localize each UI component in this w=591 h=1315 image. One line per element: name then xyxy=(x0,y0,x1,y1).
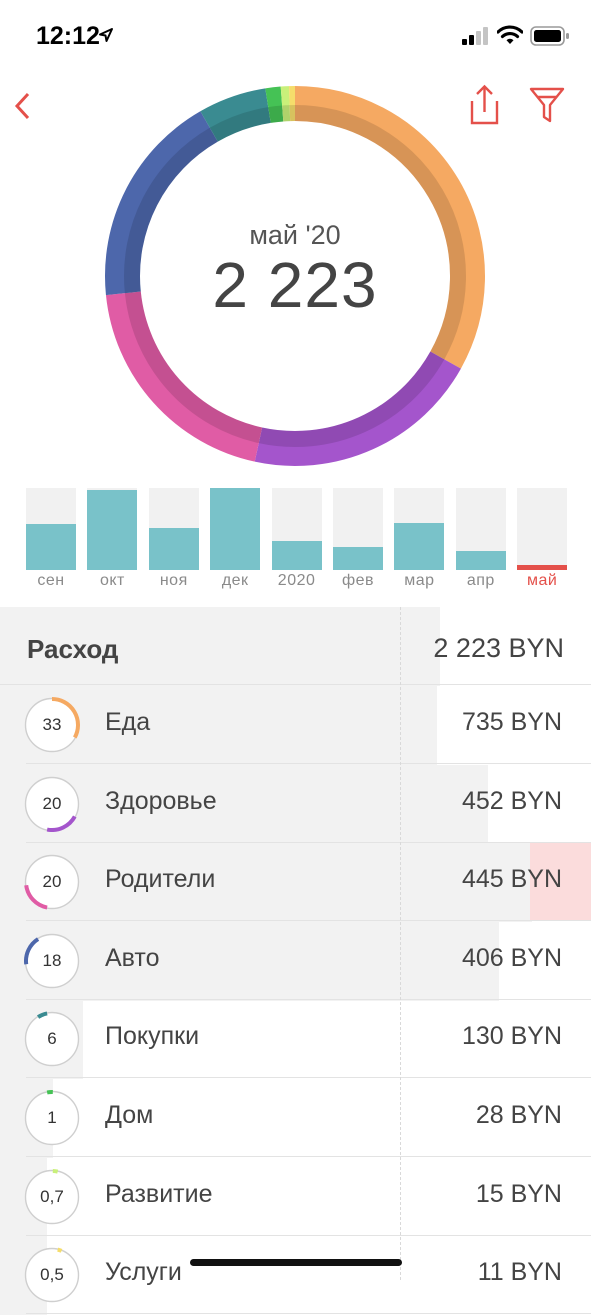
category-percent: 1 xyxy=(24,1090,80,1146)
filter-button[interactable] xyxy=(528,86,566,124)
category-name: Еда xyxy=(105,708,150,737)
month-bar-fill xyxy=(149,528,199,570)
category-row[interactable]: 18 Авто 406 BYN xyxy=(0,922,591,1000)
row-divider xyxy=(26,1313,591,1314)
category-amount: 452 BYN xyxy=(462,787,562,816)
category-amount: 15 BYN xyxy=(476,1180,562,1209)
month-bar-fill xyxy=(87,490,137,570)
month-label: мар xyxy=(388,572,450,590)
month-bar-2[interactable]: ноя xyxy=(149,488,199,598)
category-name: Родители xyxy=(105,865,215,894)
month-bar-fill xyxy=(272,541,322,570)
category-name: Дом xyxy=(105,1101,153,1130)
category-row[interactable]: 6 Покупки 130 BYN xyxy=(0,1000,591,1078)
wifi-icon xyxy=(497,24,523,46)
total-amount: 2 223 xyxy=(165,248,425,322)
donut-segment-outer[interactable] xyxy=(267,97,282,99)
category-percent: 0,7 xyxy=(24,1169,80,1225)
month-bar-fill xyxy=(26,524,76,570)
cellular-signal-icon xyxy=(462,27,490,45)
month-bar-7[interactable]: апр xyxy=(456,488,506,598)
row-divider xyxy=(0,684,591,685)
month-bar-6[interactable]: мар xyxy=(394,488,444,598)
month-bar-0[interactable]: сен xyxy=(26,488,76,598)
status-bar: 12:12 xyxy=(0,0,591,74)
category-row[interactable]: 33 Еда 735 BYN xyxy=(0,686,591,764)
home-indicator[interactable] xyxy=(190,1259,402,1266)
location-arrow-icon xyxy=(98,27,114,43)
expense-table: Расход 2 223 BYN 33 Еда 735 BYN 20 Здоровье 4… xyxy=(0,607,591,1280)
month-bar-fill xyxy=(517,565,567,570)
battery-icon xyxy=(530,26,570,46)
category-name: Услуги xyxy=(105,1258,182,1287)
month-label: апр xyxy=(450,572,512,590)
category-amount: 11 BYN xyxy=(478,1258,562,1287)
month-label: май xyxy=(511,572,573,590)
category-percent: 33 xyxy=(24,697,80,753)
month-bar-4[interactable]: 2020 xyxy=(272,488,322,598)
month-bar-5[interactable]: фев xyxy=(333,488,383,598)
category-row[interactable]: 1 Дом 28 BYN xyxy=(0,1079,591,1157)
donut-segment-shade xyxy=(270,113,283,115)
month-bar-fill xyxy=(394,523,444,570)
category-name: Авто xyxy=(105,944,159,973)
category-row[interactable]: 0,7 Развитие 15 BYN xyxy=(0,1158,591,1236)
month-bar-fill xyxy=(456,551,506,570)
category-name: Покупки xyxy=(105,1022,199,1051)
category-amount: 28 BYN xyxy=(476,1101,562,1130)
category-name: Здоровье xyxy=(105,787,217,816)
period-label: май '20 xyxy=(195,220,395,251)
month-label: фев xyxy=(327,572,389,590)
month-bar-8[interactable]: май xyxy=(517,488,567,598)
dashed-guide-line xyxy=(400,607,401,1280)
category-amount: 130 BYN xyxy=(462,1022,562,1051)
chevron-left-icon xyxy=(8,88,48,124)
table-header-row: Расход 2 223 BYN xyxy=(0,607,591,685)
status-time: 12:12 xyxy=(36,22,100,51)
category-name: Развитие xyxy=(105,1180,213,1209)
category-row[interactable]: 20 Родители 445 BYN xyxy=(0,843,591,921)
filter-icon xyxy=(528,86,566,124)
back-button[interactable] xyxy=(8,88,48,124)
month-bar-fill xyxy=(333,547,383,570)
month-bar-3[interactable]: дек xyxy=(210,488,260,598)
month-bar-track xyxy=(517,488,567,570)
month-label: ноя xyxy=(143,572,205,590)
month-label: окт xyxy=(81,572,143,590)
category-percent: 20 xyxy=(24,854,80,910)
category-row[interactable]: 0,5 Услуги 11 BYN xyxy=(0,1236,591,1314)
month-label: дек xyxy=(204,572,266,590)
category-amount: 406 BYN xyxy=(462,944,562,973)
category-percent: 18 xyxy=(24,933,80,989)
category-percent: 0,5 xyxy=(24,1247,80,1303)
month-bar-fill xyxy=(210,488,260,570)
expense-header-amount: 2 223 BYN xyxy=(433,633,564,664)
category-percent: 20 xyxy=(24,776,80,832)
month-bar-1[interactable]: окт xyxy=(87,488,137,598)
category-amount: 445 BYN xyxy=(462,865,562,894)
month-label: 2020 xyxy=(266,572,328,590)
category-row[interactable]: 20 Здоровье 452 BYN xyxy=(0,765,591,843)
category-percent: 6 xyxy=(24,1011,80,1067)
category-amount: 735 BYN xyxy=(462,708,562,737)
month-label: сен xyxy=(20,572,82,590)
expense-header-label: Расход xyxy=(27,634,118,665)
